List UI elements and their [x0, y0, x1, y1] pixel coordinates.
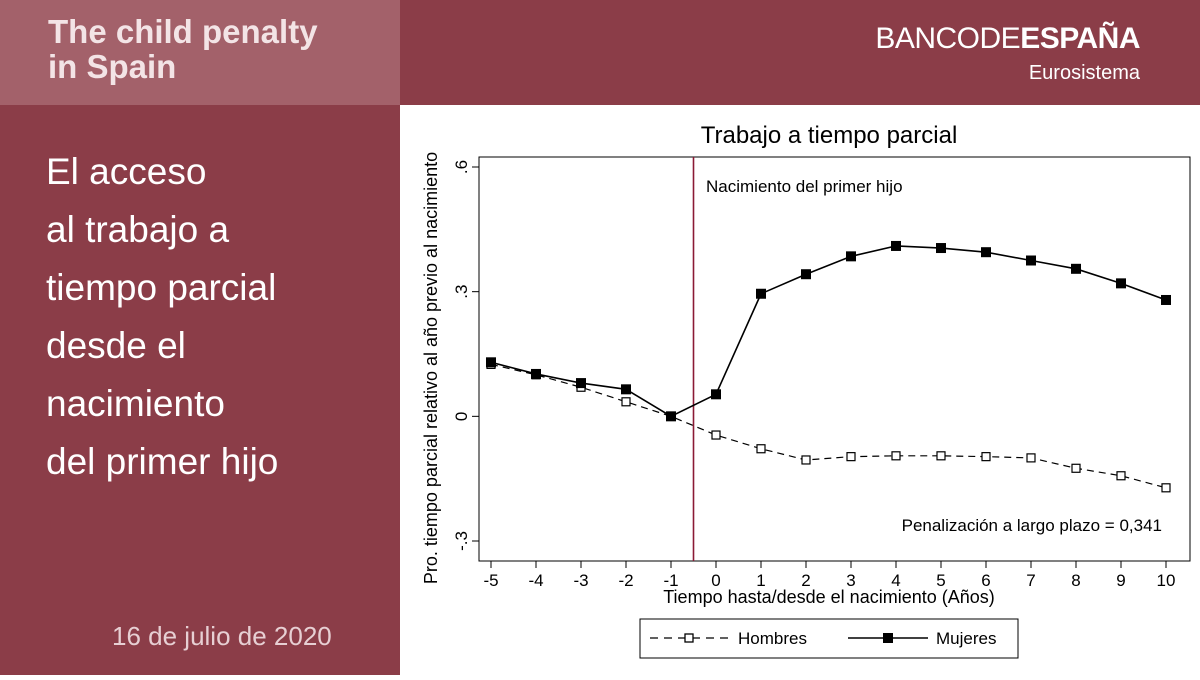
data-point-hombres	[711, 430, 721, 440]
data-point-hombres	[846, 452, 856, 462]
data-point-mujeres	[891, 240, 901, 251]
y-axis-label: Pro. tiempo parcial relativo al año prev…	[421, 152, 441, 584]
left-panel: El acceso al trabajo a tiempo parcial de…	[0, 105, 400, 675]
x-tick-label: 10	[1157, 571, 1176, 590]
part-time-chart: Trabajo a tiempo parcial -5 -4 -3 -2 -1 0 1 2 3 4…	[421, 122, 1191, 659]
data-point-mujeres	[576, 378, 586, 389]
data-point-mujeres	[846, 251, 856, 262]
data-point-hombres	[1161, 483, 1171, 493]
publication-date: 16 de julio de 2020	[112, 621, 332, 651]
x-tick-label: 8	[1071, 571, 1080, 590]
x-tick-label: -4	[528, 571, 543, 590]
data-point-mujeres	[936, 243, 946, 254]
x-tick-label: 6	[981, 571, 990, 590]
axes: -5 -4 -3 -2 -1 0 1 2 3 4 5 6 7 8 9 10 -.3 0 .3 .6	[452, 157, 1175, 590]
x-tick-label: 0	[711, 571, 720, 590]
data-point-hombres	[621, 397, 631, 407]
data-point-mujeres	[1116, 278, 1126, 289]
slide-heading-line: desde el	[46, 325, 186, 366]
y-tick-label: -.3	[452, 531, 471, 551]
top-banner: The child penalty in Spain BANCODEESPAÑA…	[0, 0, 1200, 105]
report-title-line: in Spain	[48, 48, 177, 85]
plot-frame	[478, 156, 1191, 562]
x-tick-label: 4	[891, 571, 900, 590]
legend-box	[639, 618, 1019, 659]
data-point-mujeres	[1026, 255, 1036, 266]
data-point-mujeres	[621, 384, 631, 395]
data-point-hombres	[801, 455, 811, 465]
slide-heading-line: del primer hijo	[46, 441, 279, 482]
banco-de-espana-logo: BANCODEESPAÑA Eurosistema	[875, 22, 1140, 85]
x-tick-label: 5	[936, 571, 945, 590]
data-point-hombres	[756, 444, 766, 454]
legend-label-hombres: Hombres	[738, 629, 807, 648]
x-tick-label: -3	[573, 571, 588, 590]
chart-area: Trabajo a tiempo parcial -5 -4 -3 -2 -1 0 1 2 3 4…	[400, 105, 1200, 675]
logo-wordmark: BANCODEESPAÑA	[875, 22, 1140, 56]
x-tick-label: -1	[663, 571, 678, 590]
data-point-mujeres	[486, 357, 496, 368]
series-line-mujeres	[490, 245, 1167, 418]
data-point-mujeres	[981, 247, 991, 258]
data-point-mujeres	[531, 368, 541, 379]
y-tick-label: .6	[452, 160, 471, 174]
data-point-hombres	[981, 452, 991, 462]
series-line-hombres	[490, 363, 1167, 489]
slide-heading: El acceso al trabajo a tiempo parcial de…	[46, 143, 278, 491]
legend-label-mujeres: Mujeres	[936, 629, 996, 648]
x-tick-label: 2	[801, 571, 810, 590]
data-point-mujeres	[711, 389, 721, 400]
slide-heading-line: El acceso	[46, 151, 207, 192]
y-tick-label: .3	[452, 285, 471, 299]
report-title: The child penalty in Spain	[48, 14, 318, 84]
x-tick-label: 7	[1026, 571, 1035, 590]
data-point-hombres	[1116, 471, 1126, 481]
birth-line-label: Nacimiento del primer hijo	[706, 177, 903, 196]
data-point-mujeres	[1161, 294, 1171, 305]
legend: Hombres Mujeres	[639, 618, 1019, 659]
legend-marker-hombres	[684, 633, 694, 643]
long-term-penalty-annotation: Penalización a largo plazo = 0,341	[902, 516, 1162, 535]
logo-word-banco: BANCO	[875, 22, 980, 55]
x-tick-label: 1	[756, 571, 765, 590]
x-tick-label: -5	[483, 571, 498, 590]
data-point-hombres	[1026, 453, 1036, 463]
data-point-mujeres	[801, 269, 811, 280]
x-tick-label: 9	[1116, 571, 1125, 590]
series-layer	[486, 240, 1171, 493]
logo-word-espana: ESPAÑA	[1020, 22, 1140, 55]
slide-heading-line: al trabajo a	[46, 209, 230, 250]
x-axis-label: Tiempo hasta/desde el nacimiento (Años)	[663, 587, 995, 607]
data-point-mujeres	[666, 411, 676, 422]
logo-subtitle: Eurosistema	[1028, 62, 1140, 84]
legend-marker-mujeres	[883, 633, 893, 643]
data-point-mujeres	[756, 288, 766, 299]
x-tick-label: 3	[846, 571, 855, 590]
title-box: The child penalty in Spain	[0, 0, 400, 105]
x-tick-label: -2	[618, 571, 633, 590]
slide-heading-line: nacimiento	[46, 383, 225, 424]
y-tick-label: 0	[452, 412, 471, 421]
data-point-mujeres	[1071, 263, 1081, 274]
data-point-hombres	[891, 451, 901, 461]
report-title-line: The child penalty	[48, 13, 318, 50]
data-point-hombres	[1071, 463, 1081, 473]
logo-word-de: DE	[979, 22, 1021, 55]
chart-title: Trabajo a tiempo parcial	[701, 122, 958, 149]
slide-heading-line: tiempo parcial	[46, 267, 277, 308]
data-point-hombres	[936, 451, 946, 461]
